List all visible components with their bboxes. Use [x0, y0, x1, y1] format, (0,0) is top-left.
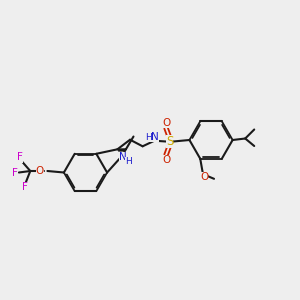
Text: O: O [200, 172, 208, 182]
Text: O: O [162, 155, 170, 165]
Text: N: N [151, 132, 158, 142]
Text: H: H [145, 133, 152, 142]
Text: F: F [17, 152, 23, 163]
Text: H: H [125, 157, 131, 166]
Text: O: O [35, 166, 44, 176]
Text: S: S [166, 135, 173, 148]
Text: F: F [22, 182, 28, 192]
Text: F: F [12, 167, 18, 178]
Text: N: N [119, 152, 127, 162]
Text: O: O [162, 118, 170, 128]
